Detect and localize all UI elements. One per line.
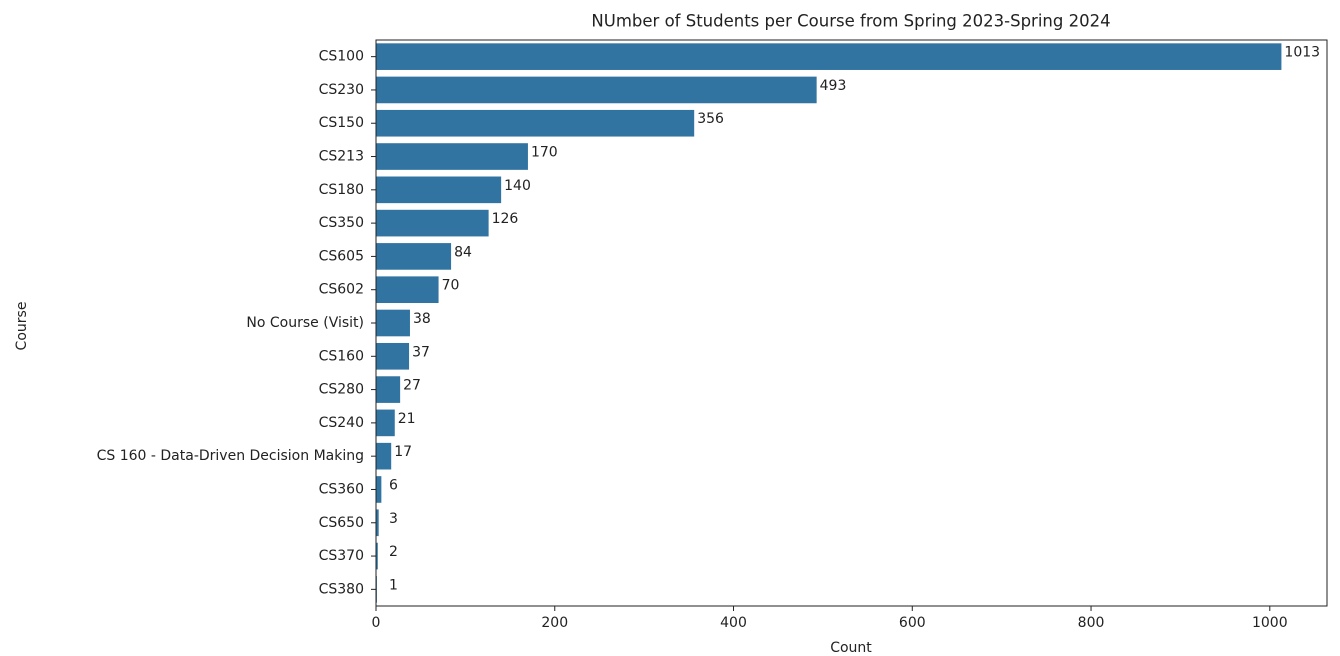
x-tick-label: 0 [372,615,381,631]
bar [376,209,489,237]
y-tick-label: CS160 [319,348,364,364]
data-label: 21 [398,411,416,427]
y-tick-label: CS100 [319,49,364,65]
data-label: 493 [820,78,847,94]
x-tick-label: 1000 [1252,615,1288,631]
x-tick-label: 400 [720,615,747,631]
y-axis-label: Course [14,302,30,351]
y-tick-label: CS650 [319,515,364,531]
y-tick-label: CS602 [319,282,364,298]
bar [376,76,817,104]
y-tick-label: CS180 [319,182,364,198]
bar [376,509,379,537]
data-label: 70 [442,278,460,294]
y-tick-label: CS280 [319,382,364,398]
plot-frame [375,39,1328,607]
x-tick-label: 800 [1078,615,1105,631]
bar [376,476,382,503]
data-label: 1 [389,577,398,593]
data-label: 126 [492,211,519,227]
x-tick-label: 200 [541,615,568,631]
bar [376,409,395,437]
bar [376,309,410,337]
bar [376,276,439,304]
data-label: 38 [413,311,431,327]
chart-title: NUmber of Students per Course from Sprin… [591,12,1110,31]
bar [376,442,392,470]
data-label: 2 [389,544,398,560]
y-tick-label: CS360 [319,481,364,497]
data-label: 140 [504,178,531,194]
data-label: 356 [697,111,724,127]
bar [376,143,528,170]
data-label: 170 [531,145,558,161]
bar [376,342,410,370]
y-tick-label: CS230 [319,82,364,98]
bar [376,176,502,204]
y-tick-label: No Course (Visit) [246,315,364,331]
y-tick-label: CS213 [319,149,364,165]
y-tick-label: CS150 [319,115,364,131]
bar [376,243,452,270]
data-label: 84 [454,244,472,260]
x-tick-label: 600 [899,615,926,631]
x-axis-label: Count [830,640,872,656]
bar [376,542,378,570]
data-label: 1013 [1284,45,1320,61]
y-tick-label: CS240 [319,415,364,431]
bar [376,43,1282,70]
y-tick-label: CS605 [319,248,364,264]
y-tick-label: CS350 [319,215,364,231]
data-label: 6 [389,477,398,493]
y-tick-label: CS380 [319,581,364,597]
y-tick-label: CS 160 - Data-Driven Decision Making [97,448,364,464]
data-label: 37 [412,344,430,360]
bar [376,109,695,137]
data-label: 17 [394,444,412,460]
y-tick-label: CS370 [319,548,364,564]
data-label: 3 [389,511,398,527]
bar [376,376,401,403]
data-label: 27 [403,378,421,394]
